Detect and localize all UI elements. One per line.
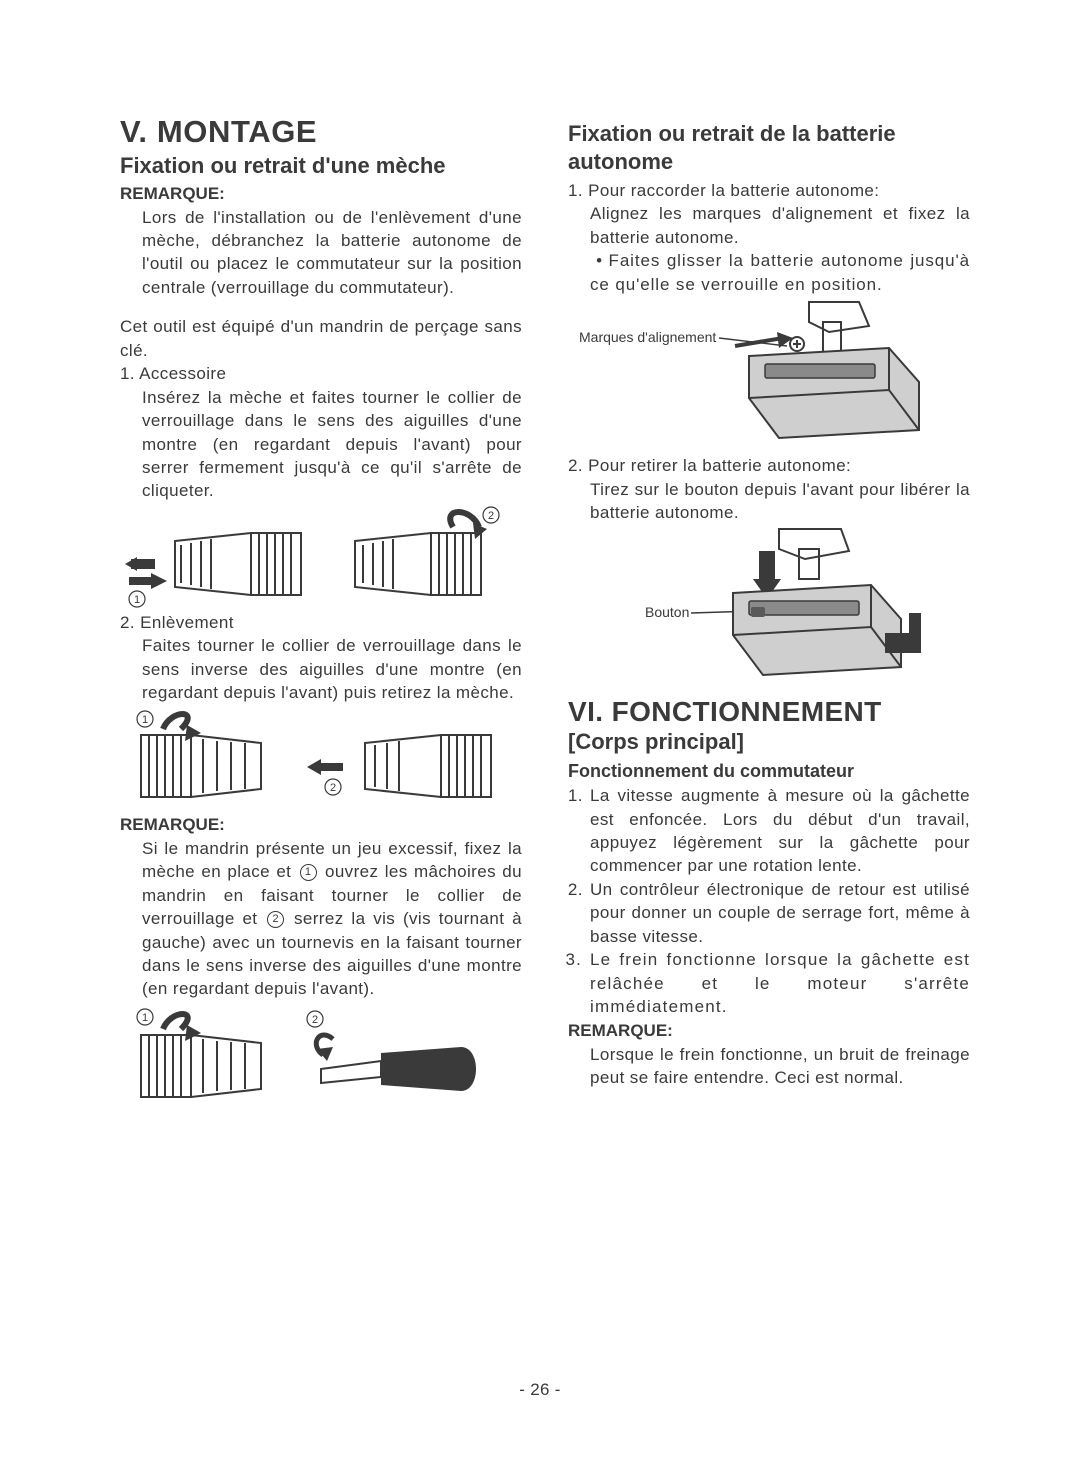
page-number: - 26 - [0, 1380, 1080, 1400]
list-item-1-bullet: • Faites glisser la batterie autonome ju… [568, 249, 970, 296]
list-item: Un contrôleur électronique de retour est… [588, 878, 970, 948]
subsection-title: Fixation ou retrait d'une mèche [120, 152, 522, 180]
keyless-line: Cet outil est équipé d'un mandrin de per… [120, 315, 522, 362]
operation-list: La vitesse augmente à mesure où la gâche… [568, 784, 970, 1019]
note-label: REMARQUE: [120, 184, 522, 204]
note-body: Lors de l'installation ou de l'enlèvemen… [120, 206, 522, 300]
list-item-1-body: Insérez la mèche et faites tourner le co… [120, 386, 522, 503]
list-item-1-label: 1. Accessoire [120, 362, 522, 385]
left-column: V. MONTAGE Fixation ou retrait d'une mèc… [120, 114, 522, 1380]
list-item-2-line2: Tirez sur le bouton depuis l'avant pour … [568, 478, 970, 525]
svg-text:1: 1 [134, 594, 140, 606]
svg-text:Bouton: Bouton [645, 604, 689, 620]
svg-text:2: 2 [330, 782, 336, 794]
list-item-1: 1. Pour raccorder la batterie autonome: [568, 179, 970, 202]
note-label: REMARQUE: [568, 1021, 970, 1041]
list-item-2: 2. Pour retirer la batterie autonome: [568, 454, 970, 477]
list-item: La vitesse augmente à mesure où la gâche… [588, 784, 970, 878]
list-item-1-line2: Alignez les marques d'alignement et fixe… [568, 202, 970, 249]
figure-battery-attach: Marques d'alignement [568, 296, 970, 446]
list-item: Le frein fonctionne lorsque la gâchette … [588, 948, 970, 1018]
subsection-3-title: Fonctionnement du commutateur [568, 761, 970, 782]
figure-chuck-insert: 1 2 [120, 503, 522, 611]
figure-chuck-remove: 1 2 [120, 705, 522, 813]
subsection-title: Fixation ou retrait de la bat­terie auto… [568, 120, 970, 175]
figure-chuck-screw: 1 2 [120, 1001, 522, 1121]
svg-text:Marques d'alignement: Marques d'alignement [579, 329, 716, 345]
section-title: V. MONTAGE [120, 114, 522, 150]
list-item-2-body: Faites tourner le collier de verrouillag… [120, 634, 522, 704]
section-title: VI. FONCTIONNEMENT [568, 696, 970, 728]
inline-circle-1: 1 [300, 864, 317, 881]
note-body-2: Si le mandrin présente un jeu excessif, … [120, 837, 522, 1001]
note-label-2: REMARQUE: [120, 815, 522, 835]
svg-text:2: 2 [488, 510, 494, 522]
figure-battery-detach: Bouton [568, 525, 970, 680]
inline-circle-2: 2 [267, 911, 284, 928]
svg-text:2: 2 [312, 1014, 318, 1026]
svg-text:1: 1 [142, 714, 148, 726]
note-body: Lorsque le frein fonctionne, un bruit de… [568, 1043, 970, 1090]
right-column: Fixation ou retrait de la bat­terie auto… [568, 114, 970, 1380]
subsection-2-title: [Corps principal] [568, 728, 970, 756]
svg-text:1: 1 [142, 1012, 148, 1024]
list-item-2-label: 2. Enlèvement [120, 611, 522, 634]
